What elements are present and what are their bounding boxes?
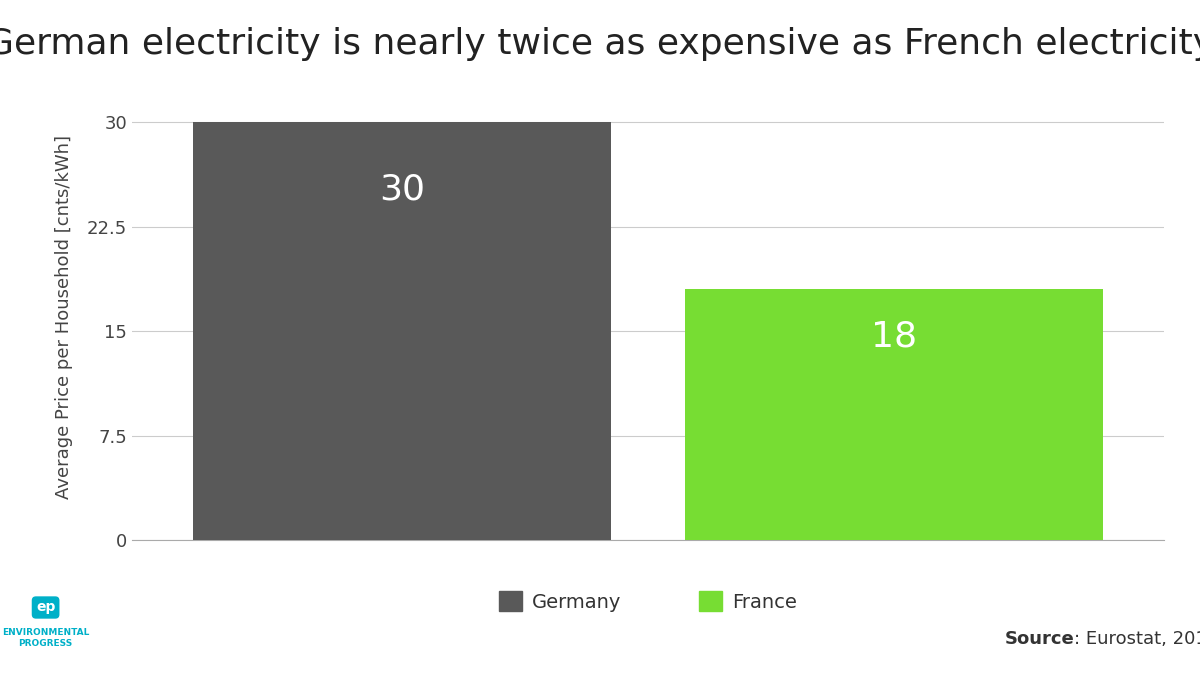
- Y-axis label: Average Price per Household [cnts/kWh]: Average Price per Household [cnts/kWh]: [55, 135, 73, 500]
- Bar: [685, 290, 1103, 540]
- Text: ENVIRONMENTAL
PROGRESS: ENVIRONMENTAL PROGRESS: [2, 628, 89, 648]
- Text: 30: 30: [379, 173, 425, 207]
- Text: Source: Source: [1004, 630, 1074, 648]
- Bar: [193, 122, 611, 540]
- Text: German electricity is nearly twice as expensive as French electricity: German electricity is nearly twice as ex…: [0, 27, 1200, 61]
- Text: ep: ep: [36, 601, 55, 614]
- Text: : Eurostat, 2018: : Eurostat, 2018: [1074, 630, 1200, 648]
- Legend: Germany, France: Germany, France: [491, 583, 805, 620]
- Text: 18: 18: [871, 319, 917, 354]
